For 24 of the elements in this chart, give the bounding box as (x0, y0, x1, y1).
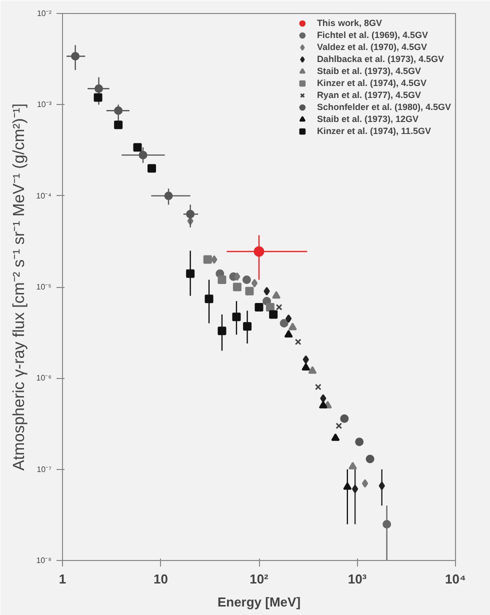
x-tick-label: 1 (58, 572, 66, 586)
legend-label: This work, 8GV (316, 17, 382, 29)
legend-label: Dahlbacka et al. (1973), 4.5GV (316, 53, 444, 65)
legend-label: Kinzer et al. (1974), 11.5GV (316, 125, 431, 137)
y-tick-label: 10⁻³ (36, 100, 52, 110)
x-tick-label: 10² (250, 572, 270, 586)
x-axis-title: Energy [MeV] (217, 594, 301, 610)
y-tick-label: 10⁻² (36, 9, 52, 18)
y-axis-title: Atmospheric γ-ray flux [cm⁻² s⁻¹ sr⁻¹ MeV⁻¹ (g/cm²)⁻¹] (11, 103, 28, 471)
y-tick-label: 10⁻⁸ (36, 556, 52, 565)
y-tick-label: 10⁻⁵ (36, 282, 52, 292)
x-tick-label: 10³ (348, 572, 368, 586)
legend-label: Staib et al. (1973), 12GV (316, 113, 418, 125)
y-tick-label: 10⁻⁶ (36, 374, 52, 383)
x-tick-label: 10⁴ (445, 572, 466, 586)
legend-label: Valdez et al. (1970), 4.5GV (316, 41, 427, 53)
legend-label: Fichtel et al. (1969), 4.5GV (316, 29, 428, 41)
legend-label: Staib et al. (1973), 4.5GV (316, 65, 421, 77)
y-tick-label: 10⁻⁷ (36, 464, 52, 474)
legend-label: Schonfelder et al. (1980), 4.5GV (316, 101, 451, 113)
x-tick-label: 10 (154, 572, 168, 586)
legend-label: Ryan et al. (1977), 4.5GV (316, 89, 421, 101)
legend-label: Kinzer et al. (1974), 4.5GV (316, 77, 426, 89)
y-tick-label: 10⁻⁴ (36, 191, 52, 200)
